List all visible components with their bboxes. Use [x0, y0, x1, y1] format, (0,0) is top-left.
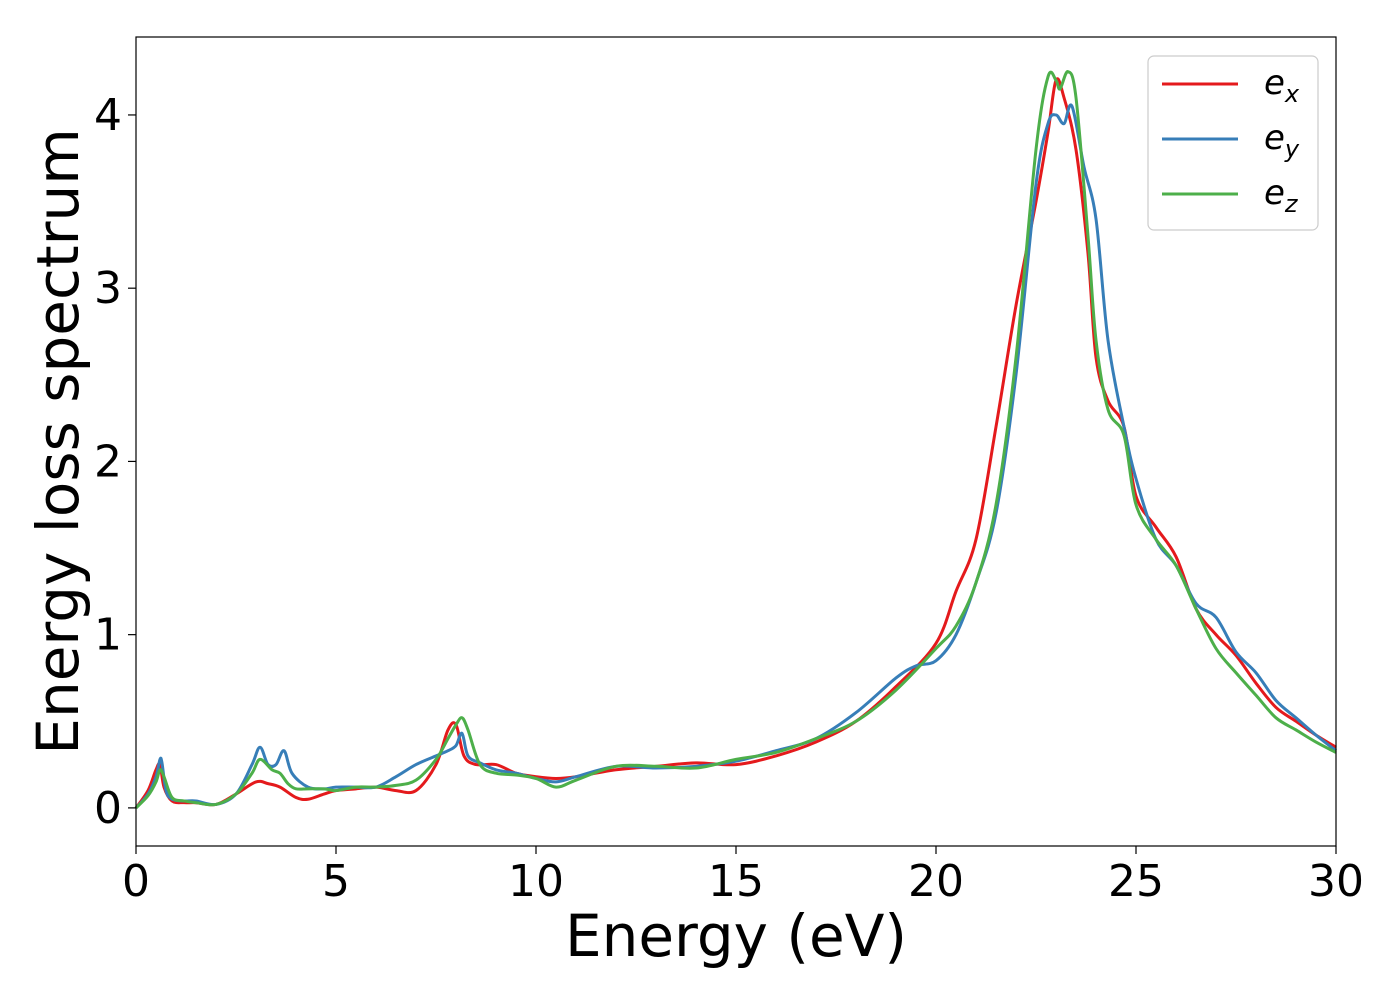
y-tick-label: 4 — [94, 90, 122, 141]
legend-label-z: ez — [1264, 173, 1299, 218]
y-tick-label: 2 — [94, 436, 122, 487]
x-tick-label: 0 — [122, 856, 150, 907]
y-axis-title: Energy loss spectrum — [24, 128, 92, 754]
x-tick-label: 15 — [708, 856, 764, 907]
x-tick-label: 25 — [1108, 856, 1164, 907]
x-tick-label: 20 — [908, 856, 964, 907]
legend-label-y: ey — [1264, 118, 1300, 163]
y-tick-label: 0 — [94, 783, 122, 834]
series-layer — [134, 70, 1337, 809]
ticks-layer: 0 5 10 15 20 25 30 0 1 2 3 4 — [94, 90, 1364, 907]
y-tick-label: 1 — [94, 610, 122, 661]
legend: ex ey ez — [1147, 55, 1319, 231]
x-tick-label: 5 — [322, 856, 350, 907]
series-line-z — [134, 70, 1337, 809]
x-tick-label: 10 — [508, 856, 564, 907]
x-axis-title: Energy (eV) — [565, 902, 907, 970]
x-tick-label: 30 — [1308, 856, 1364, 907]
y-tick-label: 3 — [94, 263, 122, 314]
legend-box — [1147, 55, 1319, 231]
legend-label-x: ex — [1264, 63, 1300, 108]
